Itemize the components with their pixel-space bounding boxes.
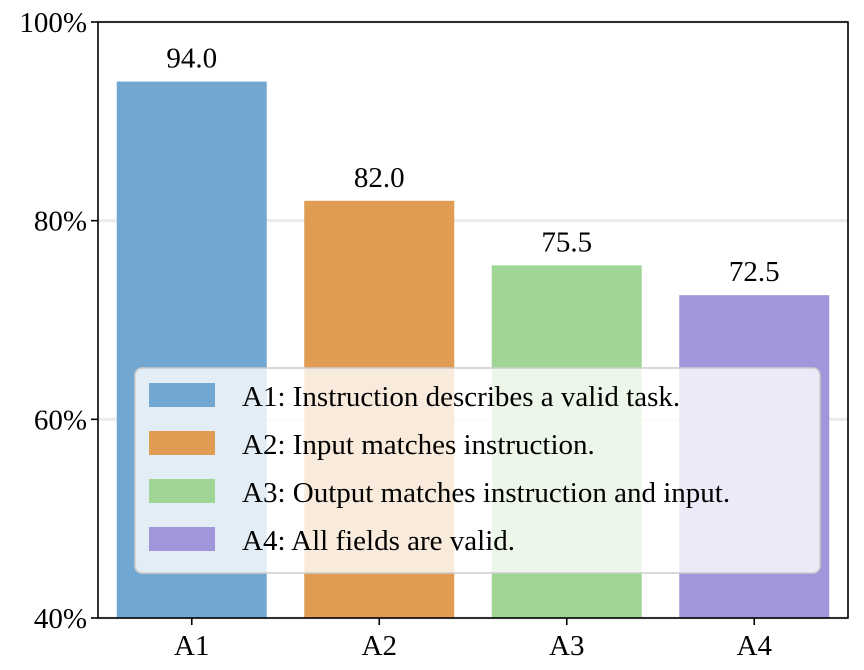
legend-swatch-a1 xyxy=(149,383,215,407)
legend-label-a4: A4: All fields are valid. xyxy=(242,525,515,557)
legend: A1: Instruction describes a valid task. A… xyxy=(134,367,821,574)
y-tick-label-0: 40% xyxy=(34,603,87,635)
x-tick-label-a3: A3 xyxy=(549,630,584,662)
legend-label-a2: A2: Input matches instruction. xyxy=(242,429,595,461)
x-tick-label-a1: A1 xyxy=(174,630,209,662)
y-tick-label-3: 100% xyxy=(19,7,87,39)
data-label-a3: 75.5 xyxy=(541,226,592,258)
legend-swatch-a2 xyxy=(149,431,215,455)
data-label-a2: 82.0 xyxy=(354,162,405,194)
legend-swatch-a3 xyxy=(149,479,215,503)
data-label-layer: 94.0 82.0 75.5 72.5 xyxy=(166,43,779,289)
x-tick-label-a4: A4 xyxy=(737,630,773,662)
y-tick-label-2: 80% xyxy=(34,206,87,238)
legend-label-a1: A1: Instruction describes a valid task. xyxy=(242,381,680,413)
legend-label-a3: A3: Output matches instruction and input… xyxy=(242,477,730,509)
data-label-a1: 94.0 xyxy=(166,43,217,75)
data-label-a4: 72.5 xyxy=(729,256,780,288)
axis-layer: 40% 60% 80% 100% A1 A2 A3 A4 xyxy=(19,7,849,662)
plot-frame xyxy=(97,21,849,619)
legend-box xyxy=(134,367,821,574)
y-tick-label-1: 60% xyxy=(34,404,87,436)
x-tick-label-a2: A2 xyxy=(362,630,397,662)
legend-swatch-a4 xyxy=(149,527,215,551)
